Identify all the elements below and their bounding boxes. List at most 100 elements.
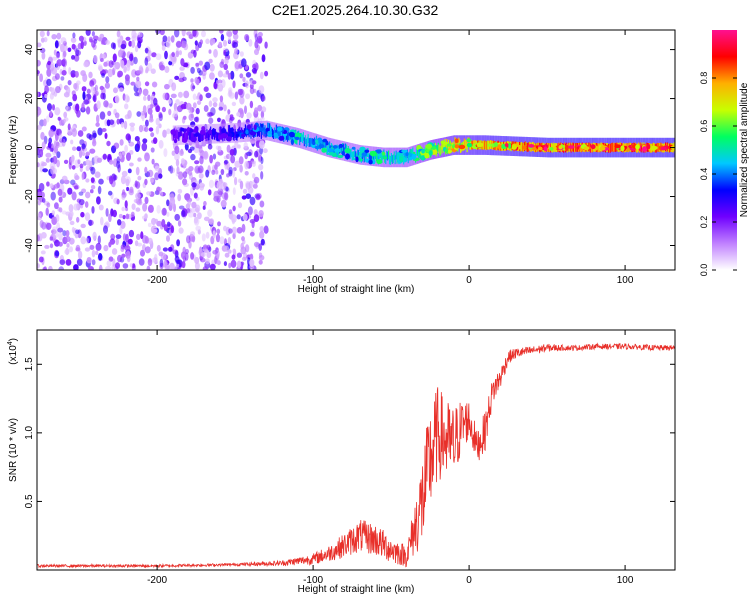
spectrogram-noise-cell bbox=[155, 53, 162, 61]
spectrogram-band-cell bbox=[341, 145, 343, 155]
spectrogram-noise-cell bbox=[69, 220, 75, 226]
spectrogram-band-cell bbox=[466, 143, 468, 153]
spectrogram-noise-cell bbox=[201, 233, 206, 242]
spectrogram-noise-cell bbox=[67, 187, 73, 195]
spectrogram-noise-cell bbox=[226, 30, 233, 37]
spectrogram-noise-cell bbox=[58, 207, 63, 213]
spectrogram-noise-cell bbox=[201, 70, 207, 77]
spectrogram-noise-cell bbox=[73, 203, 79, 211]
spectrogram-noise-cell bbox=[98, 264, 103, 270]
spectrogram-noise-cell bbox=[47, 103, 52, 112]
spectrogram-noise-cell bbox=[71, 43, 76, 50]
spectrogram-noise-cell bbox=[255, 194, 261, 201]
spectrogram-noise-cell bbox=[138, 31, 143, 38]
spectrogram-noise-cell bbox=[229, 114, 234, 119]
spectrogram-noise-cell bbox=[208, 117, 214, 124]
spectrogram-noise-cell bbox=[205, 92, 212, 99]
spectrogram-band-cell bbox=[204, 130, 206, 139]
spectrogram-band-cell bbox=[344, 143, 347, 153]
spectrogram-noise-cell bbox=[80, 236, 87, 245]
spectrogram-noise-cell bbox=[154, 172, 160, 181]
spectrogram-noise-cell bbox=[176, 166, 180, 175]
spectrogram-band-cell bbox=[211, 130, 213, 139]
spectrogram-band-cell bbox=[412, 147, 414, 157]
spectrogram-noise-cell bbox=[135, 192, 141, 200]
spectrogram-band-cell bbox=[304, 135, 306, 144]
spectrogram-noise-cell bbox=[227, 87, 233, 94]
spectrogram-noise-cell bbox=[142, 203, 148, 212]
spectrogram-noise-cell bbox=[242, 188, 248, 195]
spectrogram-noise-cell bbox=[216, 181, 223, 190]
spectrogram-band-speckle bbox=[376, 159, 383, 165]
spectrogram-noise-cell bbox=[161, 219, 166, 228]
spectrogram-noise-cell bbox=[191, 201, 197, 209]
spectrogram-band-cell bbox=[233, 132, 235, 141]
spectrogram-noise-cell bbox=[219, 236, 225, 245]
spectrogram-band-speckle bbox=[445, 148, 449, 154]
spectrogram-noise-cell bbox=[131, 40, 136, 48]
spectrogram-noise-cell bbox=[70, 73, 76, 78]
spectrogram-band-speckle bbox=[235, 133, 241, 137]
spectrogram-band-cell bbox=[320, 139, 322, 149]
spectrogram-band-speckle bbox=[517, 145, 522, 150]
spectrogram-noise-cell bbox=[58, 241, 63, 247]
spectrogram-band-cell bbox=[265, 128, 267, 138]
spectrogram-noise-cell bbox=[174, 152, 180, 161]
spectrogram-noise-cell bbox=[161, 207, 167, 216]
spectrogram-noise-cell bbox=[62, 230, 67, 237]
spectrogram-band-speckle bbox=[454, 138, 459, 144]
spectrogram-noise-cell bbox=[50, 165, 55, 175]
spectrogram-noise-cell bbox=[120, 244, 126, 250]
spectrogram-noise-cell bbox=[180, 251, 187, 260]
spectrogram-noise-cell bbox=[94, 84, 98, 92]
spectrogram-noise-cell bbox=[146, 62, 153, 72]
spectrogram-noise-cell bbox=[78, 191, 84, 196]
spectrogram-noise-cell bbox=[106, 140, 111, 147]
snr-x-axis-label: Height of straight line (km) bbox=[298, 584, 415, 595]
spectrogram-noise-cell bbox=[61, 59, 66, 65]
spectrogram-band-speckle bbox=[173, 135, 178, 139]
spectrogram-noise-cell bbox=[209, 263, 216, 270]
spectrogram-band-cell bbox=[396, 154, 398, 164]
spectrogram-noise-cell bbox=[239, 164, 243, 173]
spectrogram-noise-cell bbox=[195, 204, 201, 213]
spectrogram-noise-cell bbox=[67, 80, 72, 86]
spectrogram-noise-cell bbox=[225, 186, 229, 192]
spectrogram-noise-cell bbox=[113, 174, 118, 181]
spectrogram-noise-cell bbox=[37, 91, 40, 98]
spectrogram-noise-cell bbox=[237, 144, 241, 149]
colorbar: 0.0 0.2 0.4 0.6 0.8 Normalized spectral ampl… bbox=[699, 30, 750, 276]
spectrogram-noise-cell bbox=[254, 40, 259, 49]
spectrogram-noise-cell bbox=[74, 233, 79, 239]
spectrogram-noise-cell bbox=[175, 159, 180, 167]
spectrogram-band-cell bbox=[234, 129, 236, 138]
spectrogram-band-cell bbox=[260, 130, 262, 139]
spectrogram-noise-cell bbox=[212, 102, 218, 108]
spectrogram-noise-cell bbox=[227, 237, 232, 246]
spectrogram-noise-cell bbox=[37, 107, 42, 116]
spectrogram-noise-cell bbox=[120, 122, 125, 128]
spectrogram-noise-cell bbox=[159, 64, 166, 71]
spectrogram-band-speckle bbox=[265, 127, 270, 132]
spectrogram-noise-cell bbox=[190, 82, 195, 92]
spectrogram-noise-cell bbox=[179, 66, 185, 71]
spectrogram-noise-cell bbox=[209, 63, 215, 72]
spectrogram-band-speckle bbox=[425, 143, 433, 150]
spectrogram-noise-cell bbox=[220, 34, 225, 42]
spectrogram-noise-cell bbox=[37, 42, 42, 48]
spectrogram-noise-cell bbox=[239, 51, 244, 57]
spectrogram-noise-cell bbox=[163, 224, 168, 232]
spectrogram-band-speckle bbox=[614, 144, 621, 149]
spectrogram-band-cell bbox=[353, 151, 355, 161]
spectrogram-noise-cell bbox=[76, 80, 81, 85]
spectrogram-noise-cell bbox=[82, 91, 86, 101]
spectrogram-noise-cell bbox=[150, 68, 156, 74]
spectrogram-noise-cell bbox=[113, 142, 120, 149]
spectrogram-y-tick-label: -40 bbox=[24, 238, 35, 253]
spectrogram-noise-cell bbox=[253, 30, 258, 38]
spectrogram-noise-cell bbox=[164, 50, 168, 60]
spectrogram-noise-cell bbox=[137, 157, 142, 162]
spectrogram-noise-cell bbox=[208, 58, 213, 64]
spectrogram-noise-cell bbox=[89, 244, 95, 250]
spectrogram-noise-cell bbox=[37, 263, 40, 269]
